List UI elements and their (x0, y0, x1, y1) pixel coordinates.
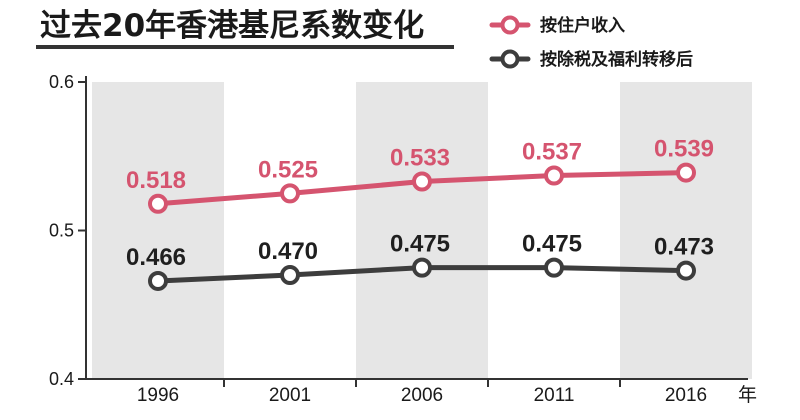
data-label: 0.473 (654, 234, 714, 261)
data-point (412, 257, 432, 278)
data-label: 0.466 (126, 244, 186, 271)
axes (85, 76, 748, 380)
column-band (92, 82, 224, 379)
data-point (544, 165, 564, 186)
column-band (620, 82, 752, 379)
data-label: 0.537 (522, 139, 582, 166)
background-bands (92, 82, 752, 379)
data-label: 0.475 (522, 231, 582, 258)
legend-marker-pink (500, 15, 520, 35)
data-point (148, 193, 168, 214)
data-label: 0.539 (654, 136, 714, 163)
legend: 按住户收入 按除税及福利转移后 (489, 15, 693, 70)
legend-item-post-tax: 按除税及福利转移后 (489, 49, 693, 70)
data-label: 0.525 (258, 156, 318, 183)
series-lines: 0.518 0.525 0.533 0.537 0.539 0.466 0.470 0.475… (126, 136, 714, 291)
data-point (148, 270, 168, 291)
x-axis-unit-label: 年 (738, 384, 757, 406)
data-point (544, 257, 564, 278)
data-point (676, 260, 696, 281)
y-tick-label: 0.4 (49, 369, 74, 389)
series-0: 0.518 0.525 0.533 0.537 0.539 (126, 136, 714, 214)
data-point (280, 183, 300, 204)
x-tick-label: 2006 (401, 385, 443, 406)
x-tick-label: 1996 (137, 385, 179, 406)
legend-marker-dark (500, 49, 520, 69)
y-tick-label: 0.5 (49, 221, 74, 241)
y-tick-label: 0.6 (49, 72, 74, 92)
legend-label-household-income: 按住户收入 (540, 15, 625, 36)
data-label: 0.518 (126, 167, 186, 194)
data-label: 0.470 (258, 238, 318, 265)
x-tick-label: 2011 (534, 385, 575, 406)
series-1: 0.466 0.470 0.475 0.475 0.473 (126, 231, 714, 291)
x-axis-ticks: 1996 2001 2006 2011 2016 (137, 379, 707, 406)
data-point (280, 265, 300, 286)
y-axis-ticks: 0.4 0.5 0.6 (49, 72, 86, 389)
x-tick-label: 2016 (665, 385, 707, 406)
column-band (356, 82, 488, 379)
legend-item-household-income: 按住户收入 (489, 15, 625, 36)
data-point (676, 162, 696, 183)
data-label: 0.533 (390, 144, 450, 171)
chart-title: 过去20年香港基尼系数变化 (40, 8, 424, 44)
data-point (412, 171, 432, 192)
x-tick-label: 2001 (269, 385, 311, 406)
legend-label-post-tax: 按除税及福利转移后 (540, 49, 693, 70)
data-label: 0.475 (390, 231, 450, 258)
title-underline (36, 45, 454, 49)
